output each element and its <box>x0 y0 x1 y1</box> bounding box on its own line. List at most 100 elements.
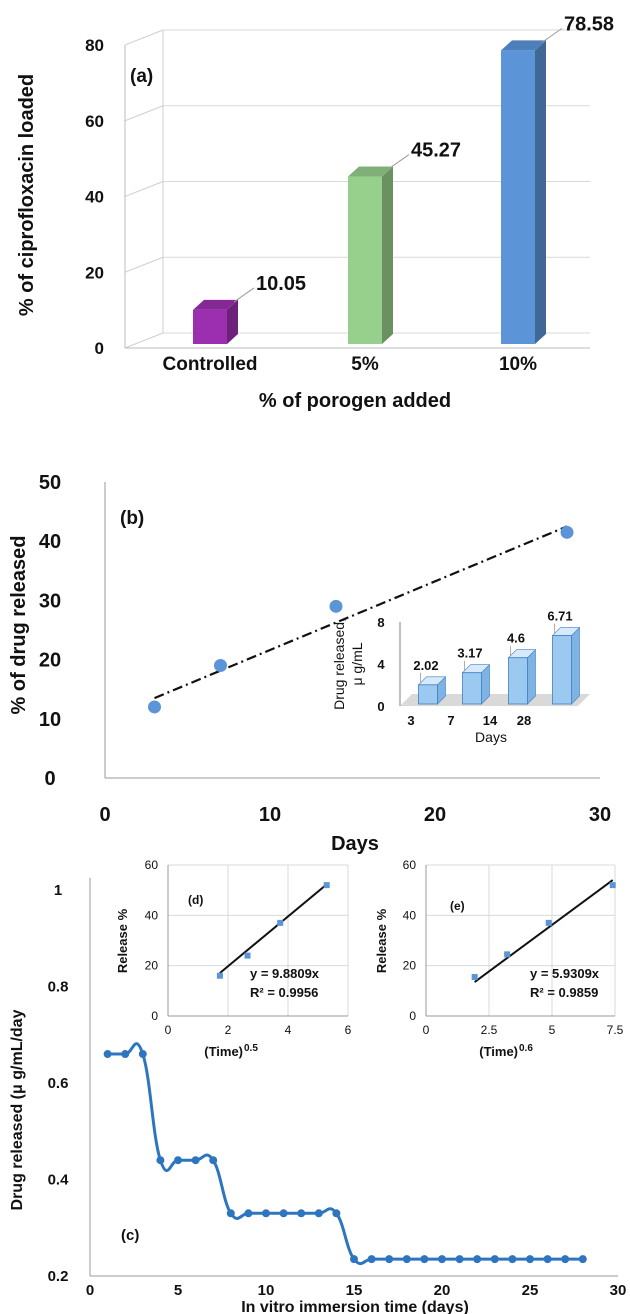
inset-bar <box>462 672 482 705</box>
x-axis-title: (Time) <box>479 1044 518 1059</box>
data-label-leader <box>388 154 410 169</box>
x-tick-label: 6 <box>345 1023 352 1037</box>
data-point <box>214 659 227 673</box>
inset-x-axis-title: Days <box>475 729 507 745</box>
y-tick-label: 20 <box>403 959 417 973</box>
x-tick-label: 4 <box>285 1023 292 1037</box>
data-point <box>609 882 616 889</box>
x-tick-label: 0 <box>165 1023 172 1037</box>
data-point <box>490 1255 499 1264</box>
bar-side <box>382 166 393 344</box>
data-point <box>323 882 330 889</box>
y-tick-label: 20 <box>145 959 159 973</box>
data-point <box>226 1209 235 1218</box>
grid-diagonal <box>124 181 164 197</box>
grid-diagonal <box>124 256 164 273</box>
x-tick-label: 10 <box>259 804 281 826</box>
data-point <box>103 1050 112 1059</box>
y-tick-label: 10 <box>39 709 61 731</box>
data-point <box>277 919 284 926</box>
data-point <box>455 1255 464 1264</box>
bar <box>501 50 535 345</box>
data-point <box>504 951 511 958</box>
data-point <box>279 1209 288 1218</box>
bar-side <box>227 299 238 344</box>
bar-top <box>193 299 238 310</box>
inset-bar-side <box>571 626 580 705</box>
data-point <box>561 1255 570 1264</box>
inset-y-tick-label: 0 <box>377 699 384 714</box>
y-tick-label: 0.6 <box>48 1075 69 1092</box>
chart-c: 0.20.40.60.810 5 10 15 20 25 30(c)In vitro imm… <box>9 878 626 1314</box>
x-tick-label: 30 <box>589 804 611 826</box>
inset-x-tick-label: 14 <box>483 713 498 728</box>
inset-y-axis-title: μ g/mL <box>349 642 365 685</box>
y-axis-title: Drug released (μ g/mL/day <box>9 1009 26 1210</box>
data-point <box>216 972 223 979</box>
y-tick-label: 0.2 <box>48 1268 69 1285</box>
trendline <box>474 879 614 983</box>
y-tick-label: 1 <box>54 882 62 899</box>
y-tick-label: 40 <box>39 531 61 553</box>
y-tick-label: 0 <box>95 339 104 358</box>
x-tick-label: Controlled <box>163 354 258 375</box>
data-point <box>473 1255 482 1264</box>
inset-x-tick-label: 7 <box>447 713 454 728</box>
x-axis-title-exponent: 0.5 <box>244 1043 258 1054</box>
x-tick-label: 0 <box>423 1023 430 1037</box>
data-label-leader <box>233 287 255 303</box>
x-tick-label: 5 <box>174 1282 182 1299</box>
data-point <box>174 1156 182 1165</box>
data-point <box>148 700 161 714</box>
inset-x-tick-label: 3 <box>407 713 414 728</box>
bar <box>193 309 227 344</box>
y-tick-label: 40 <box>145 908 159 922</box>
chart-b-inset: 0 4 8 2.02 3 3.17 7 4.6 14 6.71 28 Days Drug release… <box>331 609 590 745</box>
data-point <box>420 1255 429 1264</box>
x-tick-label: 10% <box>499 354 537 375</box>
y-tick-label: 40 <box>403 908 417 922</box>
y-tick-label: 30 <box>39 590 61 612</box>
data-point <box>332 1209 341 1218</box>
inset-bar <box>552 635 572 705</box>
bar <box>348 176 382 344</box>
data-point <box>138 1050 147 1059</box>
data-label: 10.05 <box>256 273 306 295</box>
y-axis-title: Release % <box>115 908 130 973</box>
trendline <box>219 883 328 974</box>
data-point <box>402 1255 411 1264</box>
x-axis-title: % of porogen added <box>259 390 451 412</box>
x-axis-title-exponent: 0.6 <box>519 1043 533 1054</box>
bar-side <box>535 40 546 345</box>
data-point <box>191 1156 200 1165</box>
y-tick-label: 0.8 <box>48 979 69 996</box>
data-point <box>367 1255 376 1264</box>
y-tick-label: 0.4 <box>48 1172 70 1189</box>
data-point <box>438 1255 446 1264</box>
data-label: 78.58 <box>564 13 614 35</box>
inset-y-axis-title: Drug released, <box>331 618 347 710</box>
x-tick-label: 2.5 <box>481 1023 498 1037</box>
y-axis-title: % of ciprofloxacin loaded <box>16 74 38 316</box>
data-point <box>329 599 343 613</box>
inset-bar-side <box>527 648 536 705</box>
y-tick-label: 20 <box>85 263 104 282</box>
x-axis-title: (Time) <box>204 1044 243 1059</box>
inset-floor <box>400 694 590 706</box>
inset-bar <box>508 657 528 705</box>
x-tick-label: 0 <box>86 1282 94 1299</box>
x-tick-label: 0 <box>99 804 110 826</box>
data-point <box>209 1156 218 1165</box>
data-point <box>385 1255 394 1264</box>
grid-diagonal <box>124 29 164 46</box>
equation-label: y = 9.8809x <box>250 966 320 981</box>
x-axis-title: Days <box>331 833 379 855</box>
y-tick-label: 50 <box>39 472 61 494</box>
inset-data-label: 3.17 <box>457 646 482 661</box>
panel-label: (d) <box>188 893 203 907</box>
y-tick-label: 40 <box>85 188 104 207</box>
data-point <box>244 952 251 959</box>
data-point <box>156 1156 165 1165</box>
